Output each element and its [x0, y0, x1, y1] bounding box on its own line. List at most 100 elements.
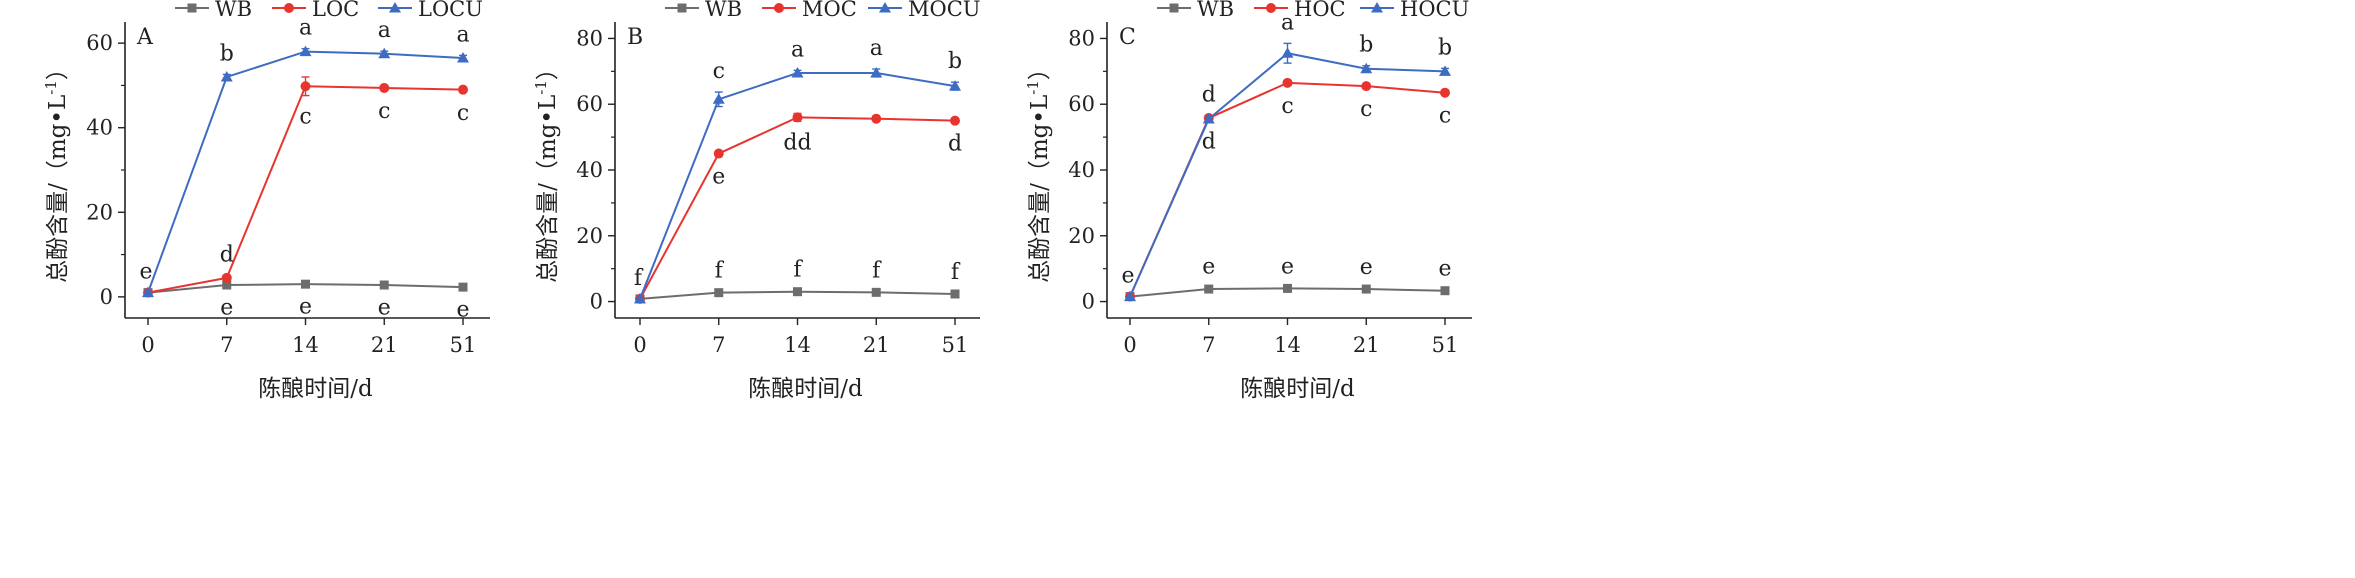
data-point-triangle: [1124, 290, 1136, 302]
data-point-square: [1204, 284, 1214, 294]
y-tick-label: 80: [576, 26, 603, 50]
data-point-triangle: [1439, 65, 1451, 76]
data-point-triangle: [1202, 113, 1215, 124]
x-axis-title: 陈酿时间/d: [258, 376, 373, 402]
significance-label: f: [715, 258, 725, 283]
data-point-triangle: [712, 93, 725, 104]
series-MOC: edd d: [635, 112, 962, 304]
significance-label: e: [1202, 255, 1215, 280]
data-point-circle: [1361, 81, 1372, 92]
significance-label: e: [378, 295, 391, 320]
legend-marker-square: [1169, 3, 1179, 13]
y-tick-label: 60: [86, 31, 113, 55]
data-point-triangle: [634, 292, 646, 304]
data-point-square: [1283, 283, 1292, 293]
x-tick-label: 21: [863, 333, 890, 357]
y-axis-title-superscript: -1: [532, 80, 550, 95]
x-tick-label: 0: [1123, 333, 1136, 357]
significance-label: b: [220, 41, 234, 66]
data-point-circle: [713, 148, 724, 159]
significance-label: c: [1360, 97, 1372, 122]
y-axis-title-main: 总酚含量/（mg•L: [45, 95, 71, 283]
significance-label: d: [1202, 83, 1216, 108]
data-point-triangle: [791, 66, 804, 78]
significance-label: e: [1360, 255, 1373, 280]
y-tick-label: 0: [1082, 290, 1095, 314]
y-tick-label: 20: [576, 224, 603, 248]
legend-marker-triangle: [389, 2, 401, 13]
significance-label: b: [1359, 33, 1373, 58]
x-tick-label: 14: [1274, 333, 1301, 357]
significance-label: c: [299, 105, 311, 130]
y-tick-label: 80: [1068, 26, 1095, 50]
legend-label: HOCU: [1400, 0, 1469, 21]
data-point-triangle: [142, 286, 154, 298]
panel-A: 0 20 40 60 0 7 14 21 51 陈酿时间/d 总酚含量/（mg•L-1） A WB LOC…: [42, 0, 490, 402]
significance-label: dd: [783, 130, 811, 155]
data-point-triangle: [220, 70, 233, 82]
y-tick-label: 0: [590, 290, 603, 314]
x-tick-label: 7: [220, 333, 233, 357]
data-point-triangle: [299, 45, 312, 57]
x-tick-label: 0: [141, 333, 154, 357]
panel-label: C: [1119, 25, 1136, 50]
legend-marker-square: [677, 3, 687, 13]
data-point-square: [458, 282, 468, 292]
significance-label: a: [870, 36, 883, 61]
legend-label: MOC: [802, 0, 857, 21]
significance-label: d: [220, 242, 234, 267]
x-tick-label: 14: [784, 333, 811, 357]
significance-label: b: [1438, 35, 1452, 60]
significance-label: f: [872, 258, 882, 283]
y-axis-title: 总酚含量/（mg•L-1）: [42, 57, 71, 283]
y-axis-title-superscript: -1: [42, 80, 60, 95]
significance-label: a: [456, 22, 469, 47]
significance-label: c: [1439, 104, 1451, 129]
panel-B: 0 20 40 60 80 0 7 14 21 51 陈酿时间/d 总酚含量/（mg•L-1） B WB M…: [532, 0, 981, 402]
y-axis-title-end: ）: [535, 57, 561, 80]
x-tick-label: 7: [712, 333, 725, 357]
y-tick-label: 40: [576, 158, 603, 182]
series-LOCU: e b a a a: [139, 16, 470, 298]
legend-label: WB: [215, 0, 252, 21]
data-point-square: [1361, 284, 1371, 294]
data-point-circle: [379, 82, 390, 93]
y-tick-label: 40: [86, 116, 113, 140]
legend-marker-circle: [284, 3, 294, 13]
series-MOCU: ca ab: [634, 36, 962, 304]
y-axis-title: 总酚含量/（mg•L-1）: [1024, 57, 1053, 283]
significance-label: f: [793, 258, 803, 283]
significance-label: e: [712, 165, 725, 190]
series-LOC: d c c c: [143, 76, 469, 298]
significance-label: a: [299, 16, 312, 41]
legend-marker-triangle: [1371, 2, 1383, 13]
data-point-circle: [792, 112, 803, 123]
panel-label: B: [627, 25, 643, 50]
data-point-circle: [1440, 87, 1450, 98]
x-tick-label: 51: [1432, 333, 1459, 357]
data-point-circle: [300, 81, 311, 92]
y-axis-title-superscript: -1: [1024, 80, 1042, 95]
x-tick-label: 21: [371, 333, 398, 357]
y-axis-title-main: 总酚含量/（mg•L: [1027, 95, 1053, 283]
y-tick-label: 60: [576, 92, 603, 116]
significance-label: e: [1121, 264, 1134, 289]
panel-C: 0 20 40 60 80 0 7 14 21 51 陈酿时间/d 总酚含量/（mg•L-1） C WB H…: [1024, 0, 1472, 402]
data-point-square: [301, 279, 310, 289]
series-HOCU: d a b b: [1124, 10, 1452, 302]
significance-label: e: [1281, 254, 1294, 279]
y-axis-title-main: 总酚含量/（mg•L: [535, 95, 561, 283]
data-point-circle: [221, 272, 232, 283]
y-tick-label: 20: [1068, 224, 1095, 248]
legend-label: LOCU: [418, 0, 483, 21]
data-point-circle: [458, 84, 468, 95]
data-point-triangle: [457, 51, 469, 63]
x-tick-label: 51: [942, 333, 969, 357]
significance-label: f: [634, 266, 644, 291]
significance-label: c: [378, 99, 390, 124]
data-point-square: [950, 289, 960, 299]
